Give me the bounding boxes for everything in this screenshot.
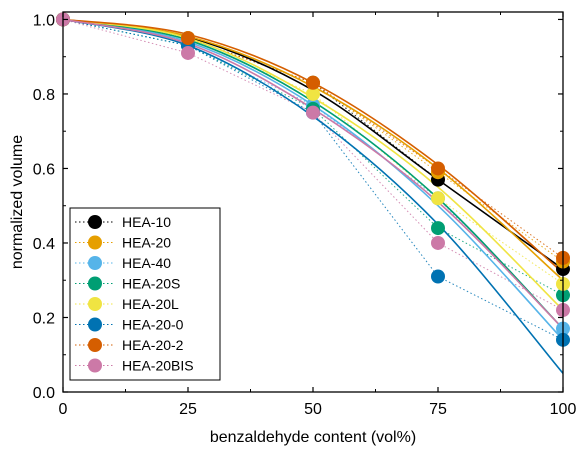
data-point bbox=[306, 75, 320, 90]
data-point bbox=[181, 31, 195, 46]
legend-label: HEA-20L bbox=[122, 296, 179, 312]
legend-label: HEA-10 bbox=[122, 214, 171, 230]
legend-marker bbox=[88, 338, 102, 352]
y-tick-label: 0.0 bbox=[33, 385, 55, 402]
x-tick-label: 75 bbox=[429, 401, 447, 418]
x-tick-label: 100 bbox=[550, 401, 577, 418]
y-tick-label: 0.8 bbox=[33, 87, 55, 104]
legend-marker bbox=[88, 358, 102, 373]
x-tick-label: 25 bbox=[179, 401, 197, 418]
data-point bbox=[306, 105, 320, 120]
legend-marker bbox=[88, 235, 102, 250]
legend-label: HEA-40 bbox=[122, 255, 171, 271]
data-point bbox=[306, 86, 320, 101]
legend-label: HEA-20 bbox=[122, 235, 171, 251]
x-axis-title: benzaldehyde content (vol%) bbox=[210, 429, 416, 446]
y-tick-label: 0.6 bbox=[33, 161, 55, 178]
y-tick-label: 1.0 bbox=[33, 12, 55, 29]
legend-label: HEA-20S bbox=[122, 276, 180, 292]
legend-marker bbox=[88, 256, 102, 270]
data-point bbox=[431, 235, 445, 250]
data-point bbox=[431, 269, 445, 284]
legend-label: HEA-20-2 bbox=[122, 337, 184, 353]
data-point bbox=[181, 45, 195, 60]
y-tick-label: 0.2 bbox=[33, 310, 55, 327]
axes: 0 25 50 75 100 0.0 0.2 0.4 0.6 0.8 1.0 bbox=[33, 12, 577, 418]
legend-label: HEA-20-0 bbox=[122, 317, 184, 333]
legend-marker bbox=[88, 317, 102, 332]
series-connector bbox=[62, 18, 564, 341]
data-point bbox=[431, 161, 445, 176]
data-point bbox=[431, 221, 445, 236]
data-point bbox=[431, 191, 445, 206]
x-tick-label: 0 bbox=[59, 401, 68, 418]
y-tick-label: 0.4 bbox=[33, 236, 55, 253]
legend-marker bbox=[88, 297, 102, 311]
y-axis-title: normalized volume bbox=[9, 135, 26, 269]
legend-marker bbox=[88, 215, 102, 229]
legend: HEA-10 HEA-20 HEA-40 HEA-20S HEA-20L HEA-20-0… bbox=[69, 207, 221, 381]
legend-label: HEA-20BIS bbox=[122, 358, 194, 374]
legend-marker bbox=[88, 276, 102, 291]
x-tick-label: 50 bbox=[304, 401, 322, 418]
